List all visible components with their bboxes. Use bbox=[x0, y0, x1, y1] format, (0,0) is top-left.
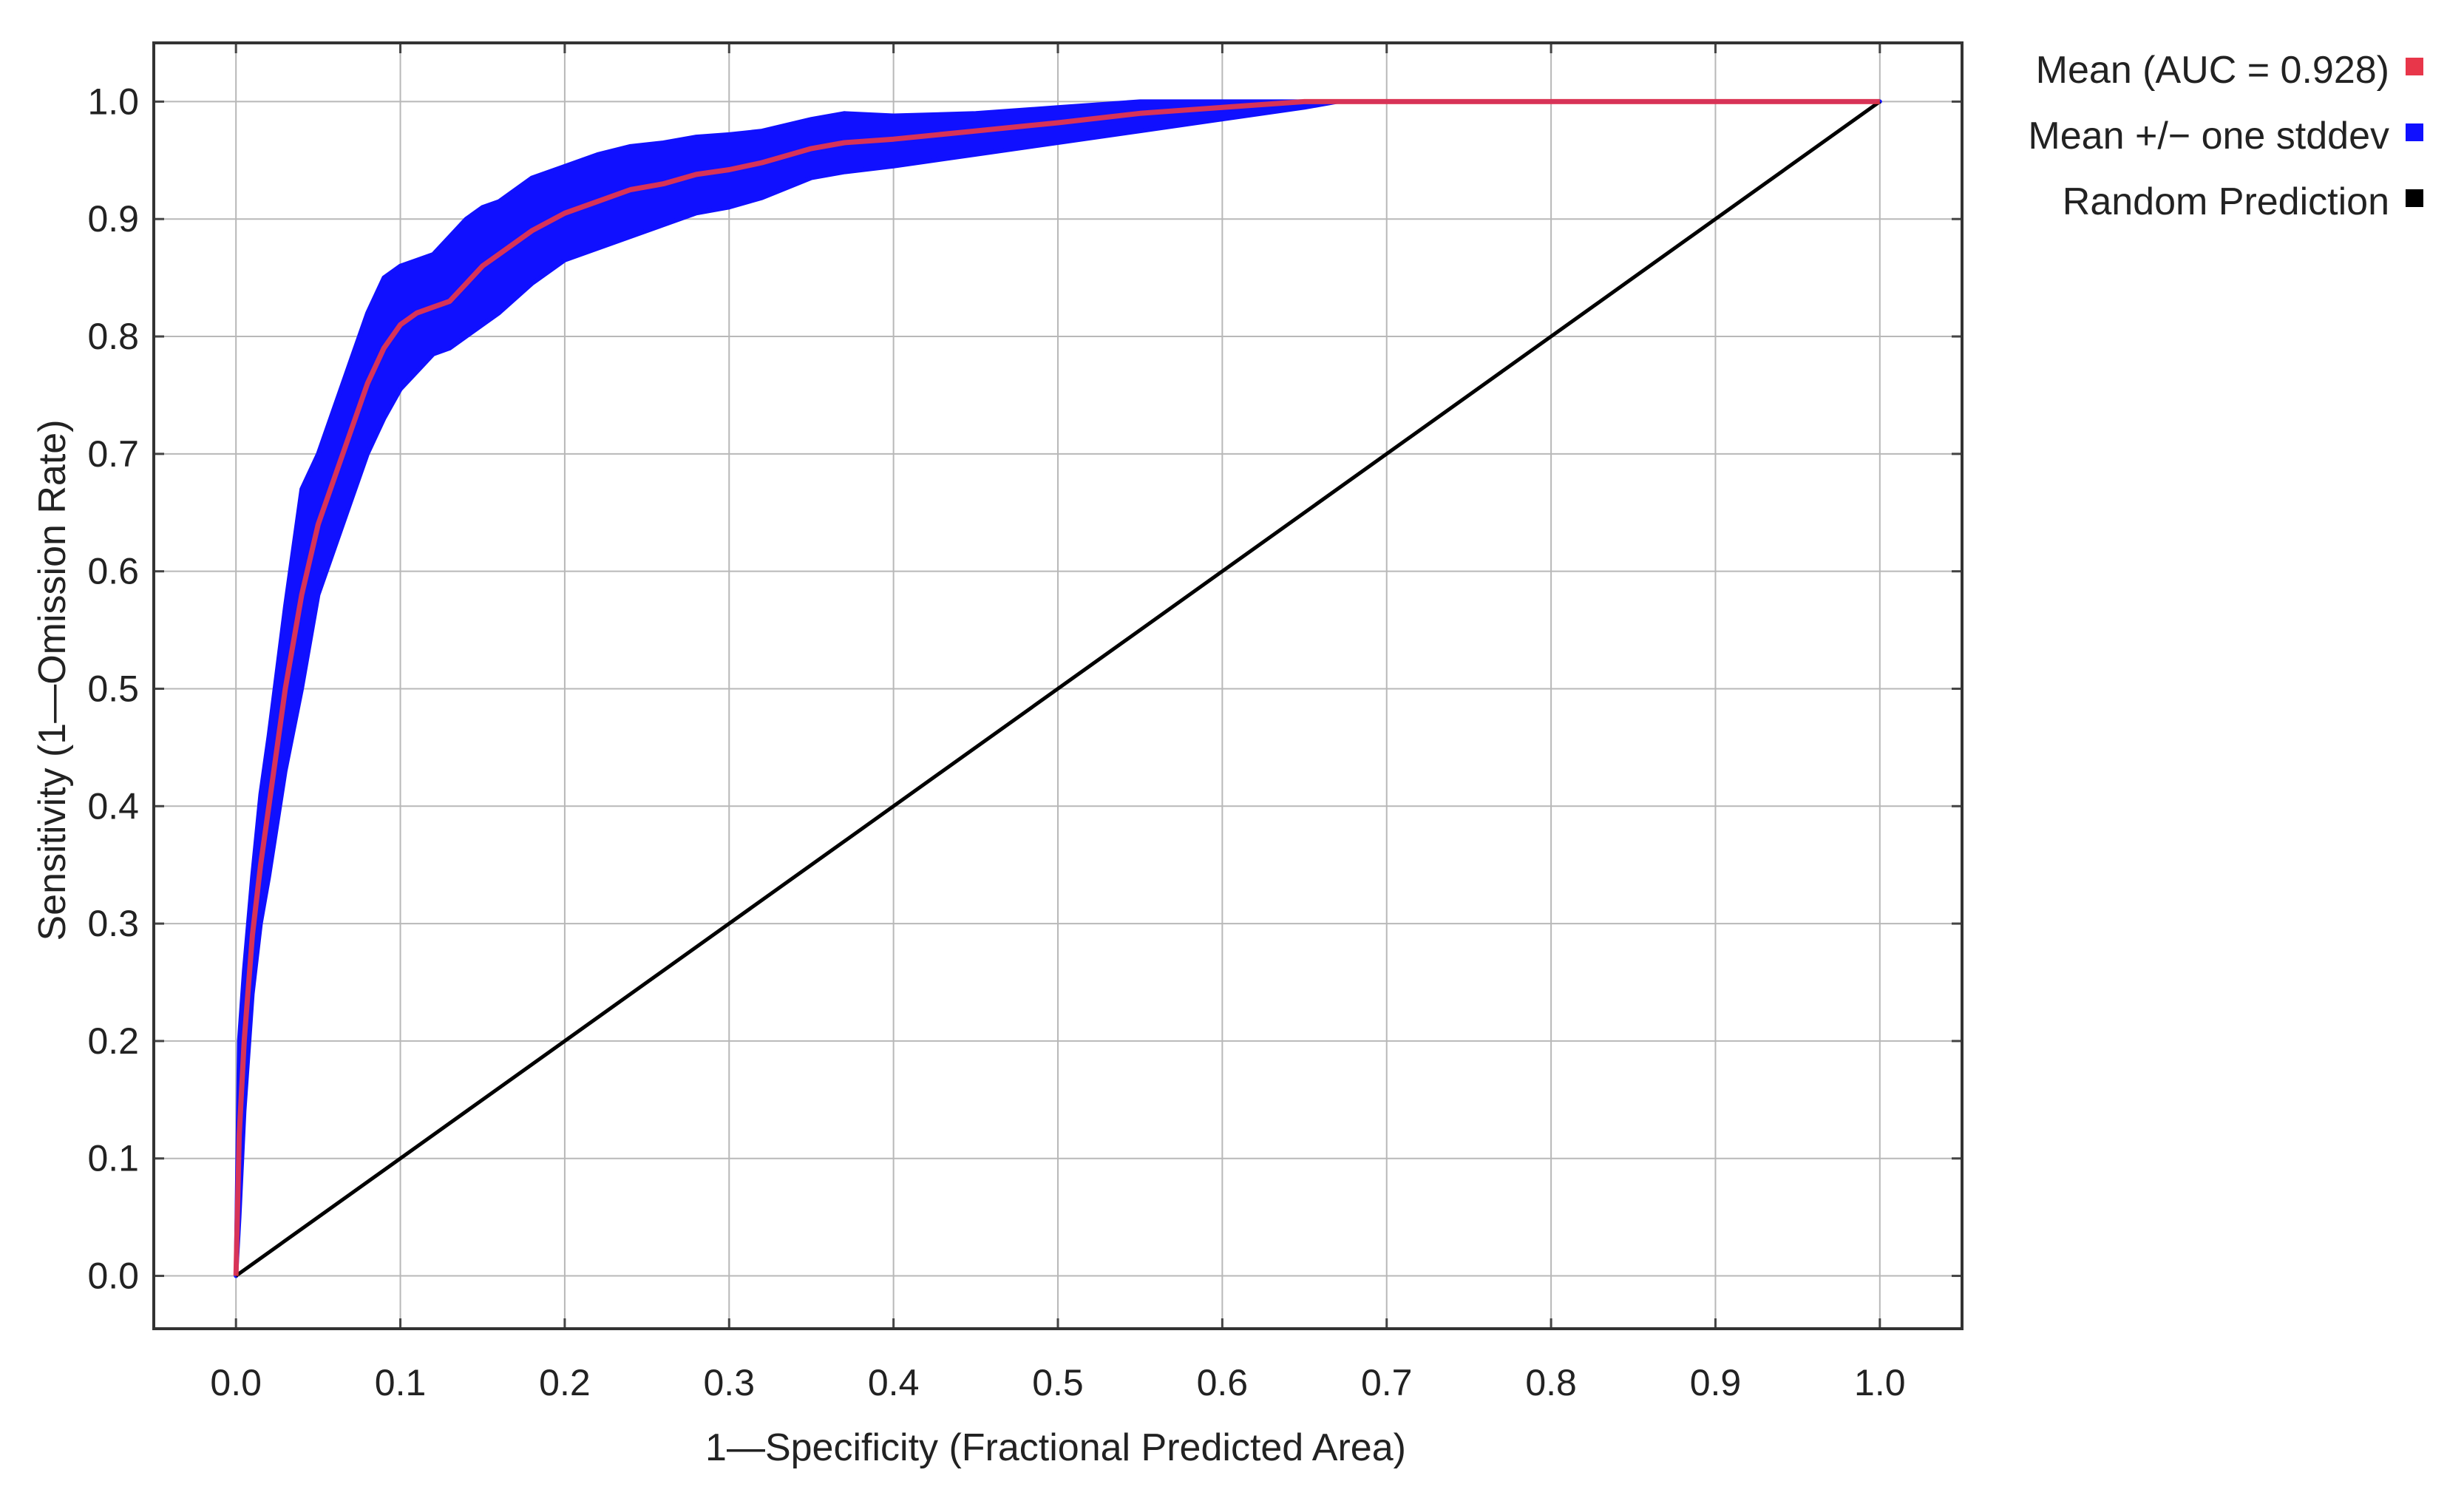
x-tick-label: 0.3 bbox=[704, 1362, 756, 1403]
series-layer bbox=[233, 98, 1882, 1278]
legend: Mean (AUC = 0.928) Mean +/− one stddev Ran… bbox=[2028, 49, 2423, 223]
x-tick-label: 0.9 bbox=[1690, 1362, 1742, 1403]
legend-label: Random Prediction bbox=[2063, 180, 2389, 223]
legend-label: Mean (AUC = 0.928) bbox=[2036, 49, 2389, 92]
y-tick-label: 0.7 bbox=[87, 433, 139, 475]
mean-roc-line bbox=[233, 98, 1880, 1276]
y-tick-label: 0.6 bbox=[87, 551, 139, 592]
y-axis-title: Sensitivity (1—Omission Rate) bbox=[31, 419, 74, 941]
x-tick-label: 0.5 bbox=[1032, 1362, 1084, 1403]
random-prediction-line bbox=[234, 100, 1881, 1278]
x-tick-label: 0.0 bbox=[210, 1362, 262, 1403]
y-tick-label: 0.0 bbox=[87, 1256, 139, 1297]
legend-label: Mean +/− one stddev bbox=[2028, 115, 2389, 157]
y-tick-label: 0.3 bbox=[87, 903, 139, 944]
x-tick-label: 0.1 bbox=[375, 1362, 427, 1403]
legend-swatch bbox=[2406, 123, 2423, 141]
axis-ticks bbox=[154, 43, 1962, 1329]
x-tick-label: 1.0 bbox=[1854, 1362, 1906, 1403]
x-tick-label: 0.6 bbox=[1197, 1362, 1249, 1403]
y-tick-label: 0.9 bbox=[87, 198, 139, 240]
legend-swatch bbox=[2406, 58, 2423, 75]
x-tick-label: 0.4 bbox=[868, 1362, 920, 1403]
y-tick-label: 0.2 bbox=[87, 1020, 139, 1062]
y-tick-label: 1.0 bbox=[87, 81, 139, 122]
y-tick-label: 0.8 bbox=[87, 316, 139, 357]
y-tick-label: 0.5 bbox=[87, 668, 139, 709]
x-tick-labels: 0.0 0.1 0.2 0.3 0.4 0.5 0.6 0.7 0.8 0.9 1.0 bbox=[210, 1362, 1905, 1403]
x-tick-label: 0.2 bbox=[539, 1362, 591, 1403]
x-axis-title: 1—Specificity (Fractional Predicted Area… bbox=[705, 1426, 1406, 1469]
y-tick-label: 0.1 bbox=[87, 1138, 139, 1179]
plot-frame bbox=[152, 41, 1964, 1330]
y-tick-label: 0.4 bbox=[87, 785, 139, 827]
legend-swatch bbox=[2406, 189, 2423, 207]
y-tick-labels: 0.0 0.1 0.2 0.3 0.4 0.5 0.6 0.7 0.8 0.9 1.0 bbox=[87, 81, 139, 1296]
x-tick-label: 0.7 bbox=[1361, 1362, 1413, 1403]
x-tick-label: 0.8 bbox=[1525, 1362, 1577, 1403]
